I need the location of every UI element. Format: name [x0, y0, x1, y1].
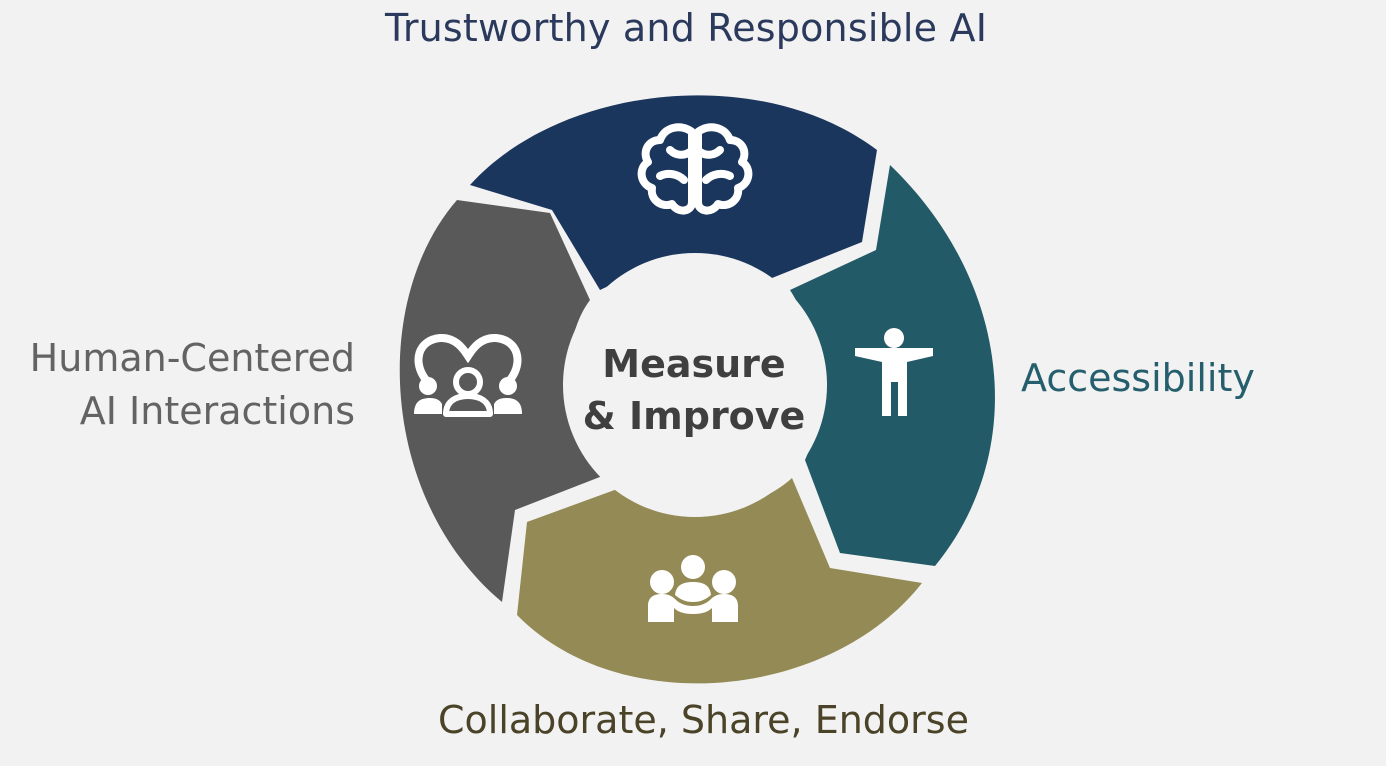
label-accessibility: Accessibility — [1021, 356, 1255, 400]
center-label: Measure & Improve — [563, 300, 825, 480]
label-human-centered-line1: Human-Centered — [29, 336, 355, 380]
label-collaborate: Collaborate, Share, Endorse — [438, 698, 969, 742]
center-label-line1: Measure — [602, 342, 786, 386]
label-trustworthy-ai: Trustworthy and Responsible AI — [385, 6, 988, 50]
label-human-centered: Human-Centered AI Interactions — [30, 332, 355, 438]
handshake-group-icon — [648, 555, 738, 622]
center-circle — [563, 253, 827, 517]
center-label-line2: & Improve — [582, 394, 806, 438]
label-human-centered-line2: AI Interactions — [79, 389, 355, 433]
accessibility-person-icon — [855, 328, 933, 416]
segment-trustworthy-ai — [470, 95, 877, 290]
people-group-icon — [414, 334, 522, 417]
brain-icon — [637, 123, 753, 215]
